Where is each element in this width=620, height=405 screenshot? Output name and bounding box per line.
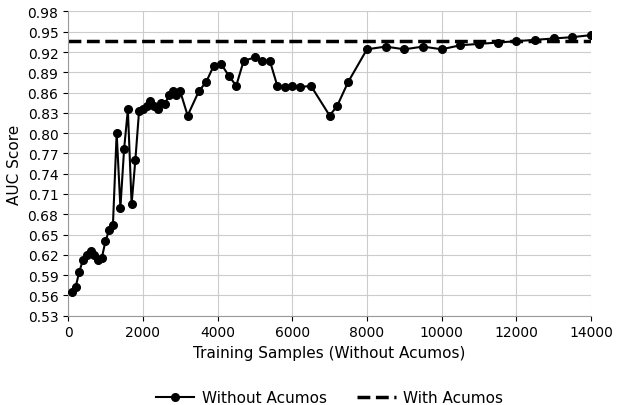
Legend: Without Acumos, With Acumos: Without Acumos, With Acumos <box>150 384 509 405</box>
X-axis label: Training Samples (Without Acumos): Training Samples (Without Acumos) <box>193 345 466 360</box>
Y-axis label: AUC Score: AUC Score <box>7 124 22 204</box>
